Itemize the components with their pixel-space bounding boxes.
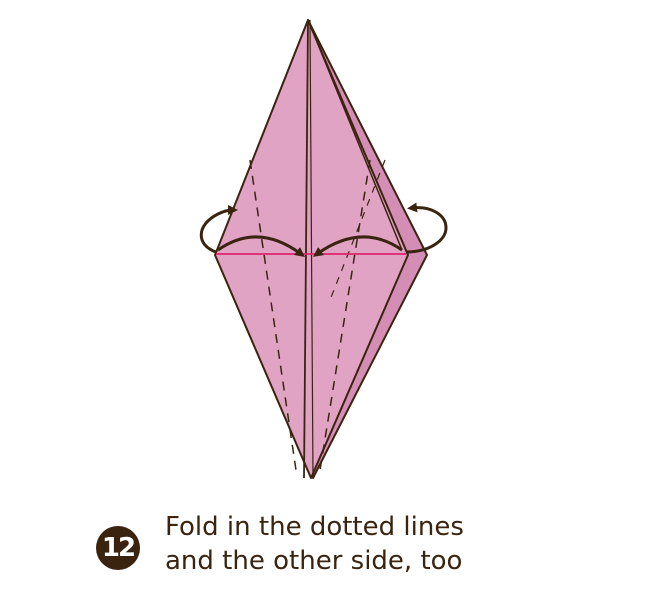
step-number-badge: 12: [96, 526, 140, 570]
dotted-fold-line-left: [249, 159, 297, 471]
instruction-text: Fold in the dotted lines and the other s…: [165, 510, 464, 578]
loop-arrow-left: [199, 205, 238, 254]
loop-arrow-right: [405, 202, 448, 254]
dotted-fold-line-far-right: [329, 159, 386, 301]
instruction-line-1: Fold in the dotted lines: [165, 512, 464, 542]
fold-arrow-right: [312, 235, 403, 257]
fold-arrow-left: [217, 235, 306, 257]
instruction-line-2: and the other side, too: [165, 546, 463, 576]
step-number: 12: [101, 533, 136, 563]
origami-diagram: [199, 19, 448, 479]
dotted-fold-line-right: [319, 159, 371, 471]
flap-edge: [307, 19, 403, 251]
center-line-left: [303, 19, 309, 479]
center-line-right: [309, 19, 314, 479]
